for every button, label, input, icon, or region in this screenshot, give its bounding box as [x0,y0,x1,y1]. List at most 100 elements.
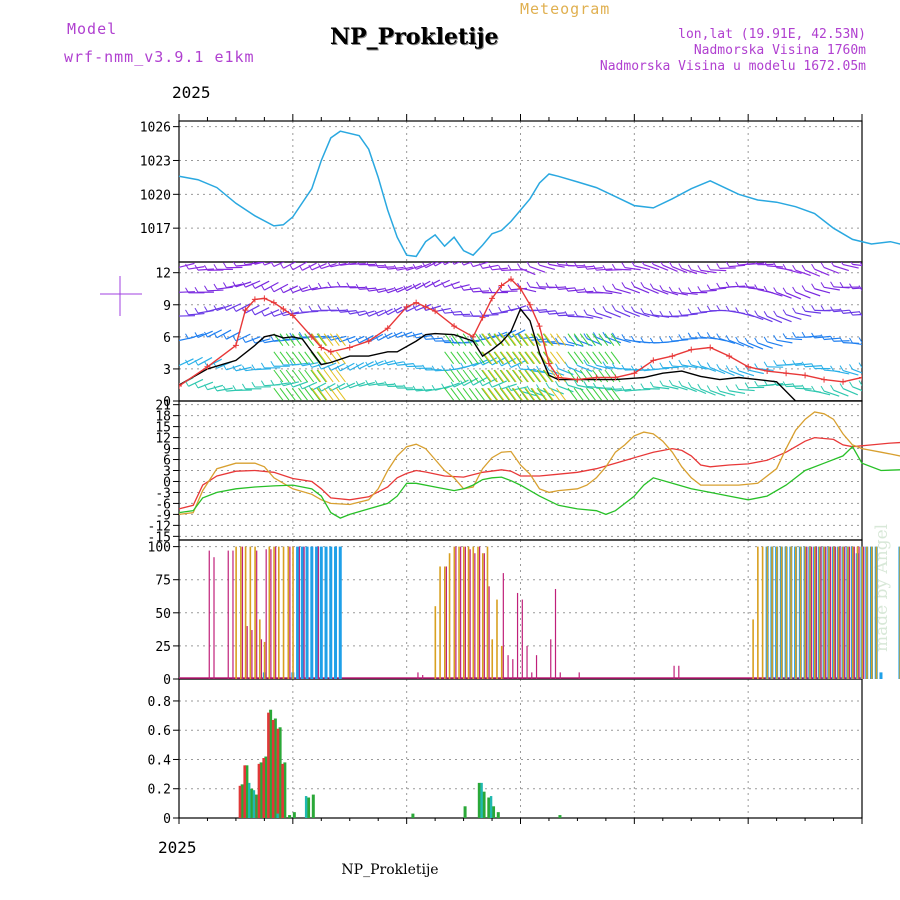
wind-barb [415,262,432,270]
gust-marker [242,307,249,314]
mid-cloud-bar [486,546,489,679]
wind-barb-feather [213,283,218,290]
wind-barb-feather [678,380,683,387]
wind-barb-feather [469,286,474,293]
precip-conv-bar [271,719,275,818]
wind-barb [488,387,499,401]
wind-barb-feather [811,332,815,339]
wind-barb [592,351,602,365]
wind-barb-feather [526,365,531,371]
y-tick-label: 0.6 [148,724,171,739]
wind-barb-feather [631,262,635,267]
wind-barb-feather [536,307,540,313]
wind-barb [510,360,526,369]
wind-barb-feather [736,262,740,266]
wind-barb [672,365,689,368]
wind-barb-feather [573,262,578,268]
wind-barb-feather [621,364,626,371]
wind-barb [311,387,322,401]
wind-barb-feather [308,305,313,312]
wind-barb-feather [441,307,446,314]
wind-barb-feather [479,380,483,387]
wind-barb [179,358,194,367]
wind-barb [615,268,632,271]
wind-barb-feather [460,310,465,317]
wind-barb-feather [678,287,683,294]
wind-barb [291,333,302,346]
wind-barb [814,268,830,276]
wind-barb [475,333,485,346]
wind-barb [531,369,542,383]
wind-barb-feather [260,362,265,369]
wind-barb [462,351,473,365]
wind-barb-feather [213,362,218,369]
mid-cloud-bar [757,546,759,679]
wind-barb [283,262,297,269]
wind-barb [396,285,413,293]
wind-barb-feather [697,360,702,367]
high-cloud-bar [338,546,342,679]
wind-barb [499,369,510,383]
wind-barb-feather [355,363,360,370]
y-tick-label: 0 [163,475,171,490]
wind-barb [512,351,523,365]
mid-cloud-bar [278,546,280,679]
high-cloud-bar [315,546,319,679]
wind-barb [491,331,508,339]
wind-barb [317,333,328,346]
wind-barb-feather [479,263,483,269]
wind-barb-feather [858,310,862,317]
y-tick-label: -6 [155,497,171,512]
wind-barb-feather [820,334,825,340]
wind-barb-feather [393,359,398,366]
wind-barb-feather [583,287,588,294]
y-tick-label: -9 [155,508,171,523]
gust-marker [270,299,277,306]
wind-barb-feather [270,336,275,342]
wind-barb [586,333,596,346]
gust-marker [289,312,296,319]
wind-barb [406,265,423,271]
gust-marker [669,353,676,360]
precip-total-bar [411,813,415,818]
wind-barb-feather [507,284,512,291]
wind-barb-feather [735,336,740,343]
wind-barb [785,292,802,300]
wind-barb-feather [260,380,265,386]
wind-barb-feather [460,362,465,369]
high-cloud-bar [319,546,323,679]
low-cloud-bar [270,549,272,679]
wind-barb-feather [830,365,834,372]
wind-barb [556,333,566,346]
wind-barb-feather [346,337,351,344]
high-cloud-bar [310,546,314,679]
wind-barb-feather [630,306,635,312]
wind-barb-feather [764,262,768,267]
wind-barb [499,351,510,365]
wind-barb [549,333,560,346]
wind-barb-feather [431,365,436,372]
wind-barb [861,342,862,344]
wind-barb-feather [706,284,711,290]
wind-barb-feather [725,335,730,341]
wind-barb [691,386,707,395]
wind-barb-feather [830,281,834,288]
wind-barb [285,333,296,346]
wind-barb [273,351,284,365]
wind-barb-feather [735,281,740,288]
wind-barb [245,304,260,314]
gust-marker [365,338,372,345]
wind-barb [512,387,523,401]
wind-barb [795,387,812,390]
low-cloud-bar [512,659,514,679]
wind-barb-feather [355,284,360,290]
wind-barb [481,333,492,346]
wind-barb-feather [384,333,389,339]
wind-barb [767,383,784,386]
wind-barb [216,387,233,392]
wind-barb [653,386,670,390]
wind-barb-feather [659,337,664,343]
wind-barb [207,289,224,292]
wind-barb [302,381,318,390]
wind-barb-feather [668,286,673,293]
